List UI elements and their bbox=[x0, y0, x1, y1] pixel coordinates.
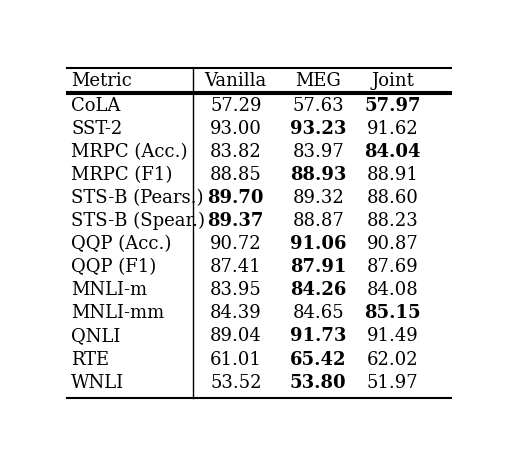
Text: QQP (F1): QQP (F1) bbox=[71, 258, 156, 276]
Text: CoLA: CoLA bbox=[71, 96, 120, 115]
Text: MNLI-m: MNLI-m bbox=[71, 281, 147, 298]
Text: 90.72: 90.72 bbox=[210, 235, 261, 253]
Text: 83.97: 83.97 bbox=[292, 142, 343, 161]
Text: 65.42: 65.42 bbox=[289, 350, 346, 368]
Text: 91.06: 91.06 bbox=[289, 235, 346, 253]
Text: 51.97: 51.97 bbox=[366, 373, 418, 391]
Text: SST-2: SST-2 bbox=[71, 120, 122, 137]
Text: STS-B (Pears.): STS-B (Pears.) bbox=[71, 189, 203, 207]
Text: 88.60: 88.60 bbox=[366, 189, 418, 207]
Text: STS-B (Spear.): STS-B (Spear.) bbox=[71, 212, 205, 230]
Text: 84.08: 84.08 bbox=[366, 281, 418, 298]
Text: 84.39: 84.39 bbox=[210, 304, 261, 322]
Text: 91.62: 91.62 bbox=[366, 120, 418, 137]
Text: 89.32: 89.32 bbox=[292, 189, 343, 207]
Text: 87.41: 87.41 bbox=[210, 258, 261, 276]
Text: 88.93: 88.93 bbox=[289, 166, 345, 183]
Text: 90.87: 90.87 bbox=[366, 235, 418, 253]
Text: MRPC (Acc.): MRPC (Acc.) bbox=[71, 142, 187, 161]
Text: 83.82: 83.82 bbox=[210, 142, 261, 161]
Text: 88.85: 88.85 bbox=[210, 166, 261, 183]
Text: 53.52: 53.52 bbox=[210, 373, 261, 391]
Text: MRPC (F1): MRPC (F1) bbox=[71, 166, 172, 183]
Text: 57.29: 57.29 bbox=[210, 96, 261, 115]
Text: RTE: RTE bbox=[71, 350, 109, 368]
Text: 88.23: 88.23 bbox=[366, 212, 418, 230]
Text: 62.02: 62.02 bbox=[366, 350, 418, 368]
Text: 57.63: 57.63 bbox=[292, 96, 343, 115]
Text: 91.49: 91.49 bbox=[366, 327, 418, 345]
Text: Metric: Metric bbox=[71, 72, 132, 90]
Text: 88.87: 88.87 bbox=[292, 212, 343, 230]
Text: 89.70: 89.70 bbox=[207, 189, 264, 207]
Text: 84.65: 84.65 bbox=[292, 304, 343, 322]
Text: 89.37: 89.37 bbox=[207, 212, 264, 230]
Text: 61.01: 61.01 bbox=[210, 350, 261, 368]
Text: QQP (Acc.): QQP (Acc.) bbox=[71, 235, 171, 253]
Text: WNLI: WNLI bbox=[71, 373, 124, 391]
Text: MNLI-mm: MNLI-mm bbox=[71, 304, 164, 322]
Text: 93.23: 93.23 bbox=[289, 120, 345, 137]
Text: 53.80: 53.80 bbox=[289, 373, 346, 391]
Text: 83.95: 83.95 bbox=[210, 281, 261, 298]
Text: 84.26: 84.26 bbox=[289, 281, 345, 298]
Text: Vanilla: Vanilla bbox=[204, 72, 267, 90]
Text: 57.97: 57.97 bbox=[364, 96, 420, 115]
Text: Joint: Joint bbox=[371, 72, 413, 90]
Text: 87.69: 87.69 bbox=[366, 258, 418, 276]
Text: 88.91: 88.91 bbox=[366, 166, 418, 183]
Text: QNLI: QNLI bbox=[71, 327, 120, 345]
Text: 93.00: 93.00 bbox=[210, 120, 261, 137]
Text: 84.04: 84.04 bbox=[364, 142, 420, 161]
Text: 87.91: 87.91 bbox=[289, 258, 345, 276]
Text: 85.15: 85.15 bbox=[364, 304, 420, 322]
Text: MEG: MEG bbox=[295, 72, 340, 90]
Text: 89.04: 89.04 bbox=[210, 327, 261, 345]
Text: 91.73: 91.73 bbox=[289, 327, 345, 345]
